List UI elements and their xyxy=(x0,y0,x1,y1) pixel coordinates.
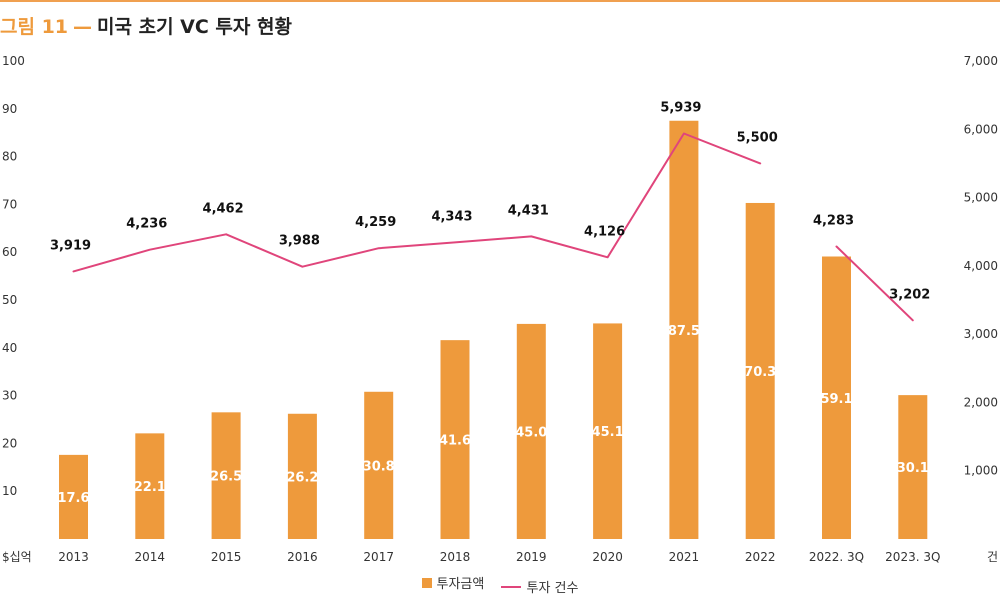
chart-title: 그림 11— 미국 초기 VC 투자 현황 xyxy=(0,12,292,40)
x-tick-label: 2015 xyxy=(211,550,242,564)
bar-2013 xyxy=(59,454,88,539)
line-value-label: 4,462 xyxy=(203,201,244,216)
legend-bar-label: 투자금액 xyxy=(436,577,485,592)
bar-2018 xyxy=(440,340,470,539)
line-value-label: 4,343 xyxy=(431,209,472,224)
bar-value-label: 87.5 xyxy=(668,324,700,339)
title-dash: — xyxy=(73,16,93,38)
x-tick-label: 2022 xyxy=(745,550,776,564)
y-left-tick-label: 70 xyxy=(2,197,17,211)
count-line-segment-2 xyxy=(835,245,914,322)
x-tick-label: 2023. 3Q xyxy=(885,550,940,564)
bar-2015 xyxy=(211,412,241,539)
bar-value-label: 30.1 xyxy=(897,461,929,476)
y-left-tick-label: 50 xyxy=(2,293,17,307)
bar-2017 xyxy=(364,391,394,539)
bar-value-label: 26.5 xyxy=(210,470,242,485)
y-right-tick-label: 1,000 xyxy=(964,464,998,478)
legend-item-bar: 투자금액 xyxy=(421,573,485,592)
bar-value-label: 30.8 xyxy=(363,459,395,474)
legend-line-label: 투자 건수 xyxy=(526,581,579,596)
bar-2022-3Q xyxy=(822,256,851,539)
chart-legend: 투자금액 투자 건수 xyxy=(0,573,1000,596)
x-tick-label: 2016 xyxy=(287,550,318,564)
y-left-tick-label: 10 xyxy=(2,484,17,498)
x-tick-label: 2019 xyxy=(516,550,547,564)
line-value-label: 5,500 xyxy=(737,130,778,145)
y-left-tick-label: 20 xyxy=(2,436,17,450)
line-value-label: 5,939 xyxy=(660,100,701,115)
y-right-tick-label: 2,000 xyxy=(964,395,998,409)
bar-2016 xyxy=(287,413,317,539)
x-tick-label: 2021 xyxy=(669,550,700,564)
y-left-tick-label: 60 xyxy=(2,245,17,259)
line-value-label: 3,919 xyxy=(50,238,91,253)
bar-value-label: 26.2 xyxy=(286,470,318,485)
bar-2022 xyxy=(745,202,775,539)
y-left-tick-label: 90 xyxy=(2,102,17,116)
y-right-tick-label: 5,000 xyxy=(964,191,998,205)
legend-line-swatch xyxy=(500,585,521,588)
y-left-tick-label: 80 xyxy=(2,150,17,164)
page-title: 미국 초기 VC 투자 현황 xyxy=(97,16,292,38)
y-left-tick-label: 40 xyxy=(2,341,17,355)
figure-label: 그림 11 xyxy=(0,16,69,38)
bar-value-label: 17.6 xyxy=(57,491,89,506)
bar-value-label: 45.0 xyxy=(515,425,547,440)
y-right-tick-label: 3,000 xyxy=(964,327,998,341)
line-value-label: 4,283 xyxy=(813,214,854,229)
line-value-label: 4,431 xyxy=(508,203,549,218)
y-right-tick-label: 7,000 xyxy=(964,54,998,68)
bar-2020 xyxy=(593,323,623,539)
line-value-label: 3,988 xyxy=(279,234,320,249)
x-tick-label: 2018 xyxy=(440,550,471,564)
y-right-unit-label: 건 xyxy=(987,550,998,564)
legend-bar-swatch xyxy=(421,577,432,588)
x-tick-label: 2014 xyxy=(135,550,166,564)
x-tick-label: 2017 xyxy=(363,550,394,564)
bar-2019 xyxy=(516,323,546,539)
x-tick-label: 2013 xyxy=(58,550,89,564)
y-right-tick-label: 6,000 xyxy=(964,122,998,136)
bar-value-label: 22.1 xyxy=(134,480,166,495)
bar-2014 xyxy=(135,433,165,539)
bar-value-label: 59.1 xyxy=(820,392,852,407)
y-left-tick-label: 30 xyxy=(2,389,17,403)
x-tick-label: 2020 xyxy=(592,550,623,564)
count-line-segment-1 xyxy=(72,132,762,273)
top-accent-line xyxy=(0,0,1000,2)
y-left-unit-label: $십억 xyxy=(2,550,32,564)
bar-value-label: 45.1 xyxy=(592,425,624,440)
x-tick-label: 2022. 3Q xyxy=(809,550,864,564)
bar-2021 xyxy=(669,120,699,539)
legend-item-line: 투자 건수 xyxy=(500,577,579,596)
y-right-tick-label: 4,000 xyxy=(964,259,998,273)
y-left-tick-label: 100 xyxy=(2,54,25,68)
bar-value-label: 41.6 xyxy=(439,434,471,449)
line-value-label: 3,202 xyxy=(889,287,930,302)
line-value-label: 4,126 xyxy=(584,224,625,239)
bar-2023-3Q xyxy=(898,395,928,539)
line-value-label: 4,236 xyxy=(126,217,167,232)
line-value-label: 4,259 xyxy=(355,215,396,230)
bar-value-label: 70.3 xyxy=(744,365,776,380)
